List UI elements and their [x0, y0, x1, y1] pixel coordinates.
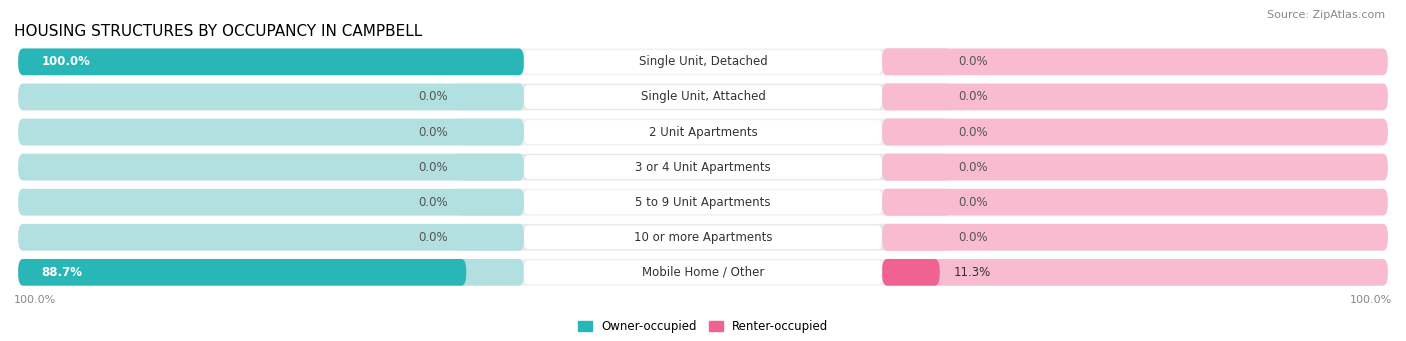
Text: 10 or more Apartments: 10 or more Apartments — [634, 231, 772, 244]
Text: 100.0%: 100.0% — [42, 55, 90, 68]
FancyBboxPatch shape — [882, 48, 1388, 75]
FancyBboxPatch shape — [524, 261, 882, 284]
Text: 0.0%: 0.0% — [957, 90, 987, 103]
Text: 11.3%: 11.3% — [953, 266, 991, 279]
Text: 3 or 4 Unit Apartments: 3 or 4 Unit Apartments — [636, 161, 770, 174]
FancyBboxPatch shape — [18, 224, 1388, 251]
Text: 100.0%: 100.0% — [1350, 295, 1392, 305]
Text: 0.0%: 0.0% — [957, 231, 987, 244]
FancyBboxPatch shape — [18, 48, 524, 75]
Legend: Owner-occupied, Renter-occupied: Owner-occupied, Renter-occupied — [572, 315, 834, 338]
Text: 0.0%: 0.0% — [419, 196, 449, 209]
Text: 0.0%: 0.0% — [419, 125, 449, 138]
Text: 2 Unit Apartments: 2 Unit Apartments — [648, 125, 758, 138]
FancyBboxPatch shape — [456, 224, 524, 251]
FancyBboxPatch shape — [882, 224, 950, 251]
FancyBboxPatch shape — [456, 84, 524, 110]
FancyBboxPatch shape — [18, 84, 524, 110]
FancyBboxPatch shape — [882, 224, 1388, 251]
FancyBboxPatch shape — [18, 224, 524, 251]
FancyBboxPatch shape — [18, 154, 524, 180]
FancyBboxPatch shape — [18, 154, 1388, 180]
Text: 0.0%: 0.0% — [419, 231, 449, 244]
FancyBboxPatch shape — [18, 84, 1388, 110]
Text: Single Unit, Attached: Single Unit, Attached — [641, 90, 765, 103]
FancyBboxPatch shape — [18, 259, 1388, 286]
FancyBboxPatch shape — [18, 48, 1388, 75]
FancyBboxPatch shape — [18, 189, 524, 216]
Text: HOUSING STRUCTURES BY OCCUPANCY IN CAMPBELL: HOUSING STRUCTURES BY OCCUPANCY IN CAMPB… — [14, 24, 422, 39]
FancyBboxPatch shape — [524, 120, 882, 144]
Text: Mobile Home / Other: Mobile Home / Other — [641, 266, 765, 279]
Text: Single Unit, Detached: Single Unit, Detached — [638, 55, 768, 68]
FancyBboxPatch shape — [18, 259, 467, 286]
FancyBboxPatch shape — [456, 189, 524, 216]
FancyBboxPatch shape — [18, 48, 524, 75]
FancyBboxPatch shape — [882, 189, 1388, 216]
FancyBboxPatch shape — [882, 119, 1388, 145]
FancyBboxPatch shape — [18, 119, 524, 145]
FancyBboxPatch shape — [456, 154, 524, 180]
Text: 0.0%: 0.0% — [957, 196, 987, 209]
FancyBboxPatch shape — [882, 119, 950, 145]
FancyBboxPatch shape — [18, 189, 1388, 216]
Text: 100.0%: 100.0% — [14, 295, 56, 305]
Text: Source: ZipAtlas.com: Source: ZipAtlas.com — [1267, 10, 1385, 20]
FancyBboxPatch shape — [18, 119, 1388, 145]
FancyBboxPatch shape — [882, 259, 939, 286]
FancyBboxPatch shape — [882, 48, 950, 75]
FancyBboxPatch shape — [18, 259, 524, 286]
FancyBboxPatch shape — [524, 50, 882, 74]
FancyBboxPatch shape — [882, 84, 950, 110]
FancyBboxPatch shape — [524, 190, 882, 214]
FancyBboxPatch shape — [882, 154, 1388, 180]
FancyBboxPatch shape — [456, 119, 524, 145]
FancyBboxPatch shape — [882, 259, 1388, 286]
FancyBboxPatch shape — [882, 84, 1388, 110]
FancyBboxPatch shape — [524, 85, 882, 109]
FancyBboxPatch shape — [882, 154, 950, 180]
FancyBboxPatch shape — [882, 189, 950, 216]
Text: 0.0%: 0.0% — [957, 125, 987, 138]
Text: 0.0%: 0.0% — [419, 161, 449, 174]
Text: 0.0%: 0.0% — [957, 161, 987, 174]
Text: 5 to 9 Unit Apartments: 5 to 9 Unit Apartments — [636, 196, 770, 209]
FancyBboxPatch shape — [524, 225, 882, 249]
Text: 88.7%: 88.7% — [42, 266, 83, 279]
Text: 0.0%: 0.0% — [957, 55, 987, 68]
Text: 0.0%: 0.0% — [419, 90, 449, 103]
FancyBboxPatch shape — [524, 155, 882, 179]
